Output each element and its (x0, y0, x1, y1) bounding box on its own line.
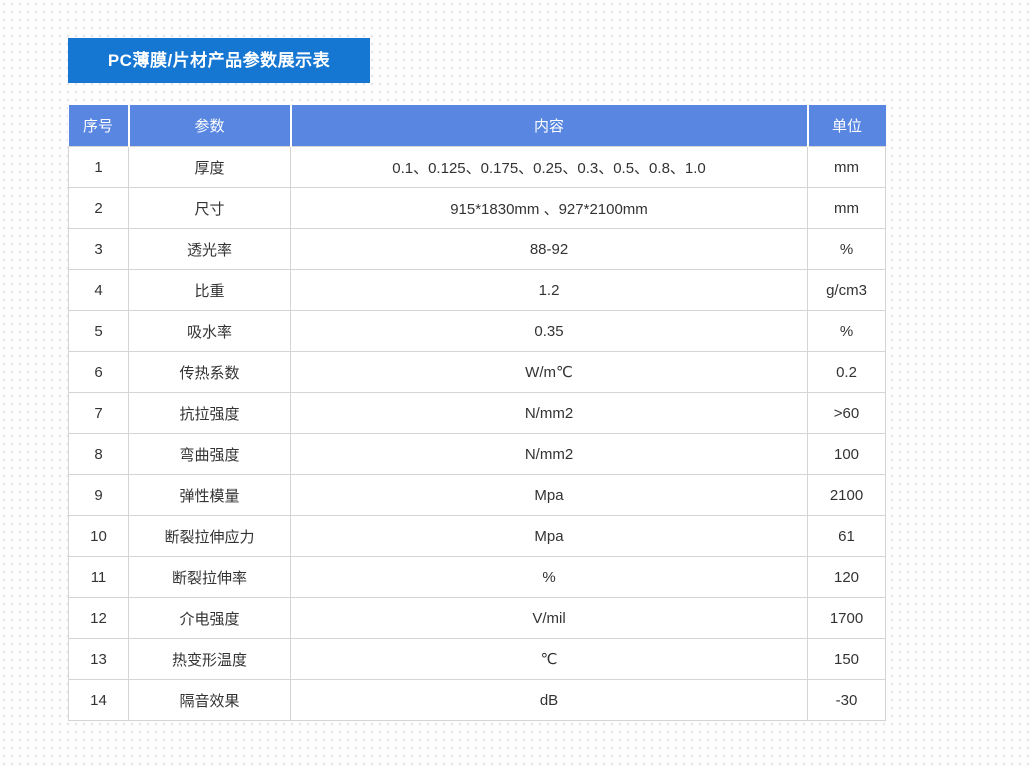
cell-parameter: 厚度 (128, 146, 291, 188)
table-row: 14 隔音效果 dB -30 (68, 679, 886, 721)
cell-unit: -30 (807, 679, 886, 721)
cell-index: 12 (68, 597, 129, 639)
cell-parameter: 弯曲强度 (128, 433, 291, 475)
cell-index: 4 (68, 269, 129, 311)
page-title: PC薄膜/片材产品参数展示表 (107, 51, 331, 70)
cell-unit: >60 (807, 392, 886, 434)
parameters-table: 序号 参数 内容 单位 1 厚度 0.1、0.125、0.175、0.25、0.3、… (68, 105, 886, 721)
table-body: 1 厚度 0.1、0.125、0.175、0.25、0.3、0.5、0.8、1.0 m… (68, 146, 886, 721)
table-row: 7 抗拉强度 N/mm2 >60 (68, 392, 886, 434)
cell-parameter: 断裂拉伸应力 (128, 515, 291, 557)
cell-content: W/m℃ (290, 351, 808, 393)
page-title-banner: PC薄膜/片材产品参数展示表 (68, 38, 370, 83)
header-row: 序号 参数 内容 单位 (68, 105, 886, 147)
cell-content: ℃ (290, 638, 808, 680)
column-header-content: 内容 (289, 105, 808, 147)
cell-content: 915*1830mm 、927*2100mm (290, 187, 808, 229)
cell-unit: 150 (807, 638, 886, 680)
cell-parameter: 抗拉强度 (128, 392, 291, 434)
table-row: 8 弯曲强度 N/mm2 100 (68, 433, 886, 475)
column-header-parameter: 参数 (127, 105, 291, 147)
table-row: 2 尺寸 915*1830mm 、927*2100mm mm (68, 187, 886, 229)
column-header-index: 序号 (68, 105, 129, 147)
cell-parameter: 吸水率 (128, 310, 291, 352)
cell-unit: 100 (807, 433, 886, 475)
table-row: 4 比重 1.2 g/cm3 (68, 269, 886, 311)
table-row: 12 介电强度 V/mil 1700 (68, 597, 886, 639)
cell-parameter: 传热系数 (128, 351, 291, 393)
table-row: 9 弹性模量 Mpa 2100 (68, 474, 886, 516)
cell-index: 1 (68, 146, 129, 188)
column-header-unit: 单位 (806, 105, 886, 147)
cell-parameter: 弹性模量 (128, 474, 291, 516)
cell-index: 13 (68, 638, 129, 680)
cell-unit: 2100 (807, 474, 886, 516)
cell-content: Mpa (290, 515, 808, 557)
cell-index: 10 (68, 515, 129, 557)
cell-unit: mm (807, 187, 886, 229)
cell-index: 5 (68, 310, 129, 352)
table-row: 10 断裂拉伸应力 Mpa 61 (68, 515, 886, 557)
cell-index: 7 (68, 392, 129, 434)
cell-unit: % (807, 310, 886, 352)
cell-parameter: 比重 (128, 269, 291, 311)
cell-parameter: 断裂拉伸率 (128, 556, 291, 598)
cell-content: 0.1、0.125、0.175、0.25、0.3、0.5、0.8、1.0 (290, 146, 808, 188)
table-row: 11 断裂拉伸率% 120 (68, 556, 886, 598)
cell-unit: mm (807, 146, 886, 188)
cell-parameter: 隔音效果 (128, 679, 291, 721)
cell-unit: g/cm3 (807, 269, 886, 311)
cell-content: 88-92 (290, 228, 808, 270)
cell-index: 6 (68, 351, 129, 393)
cell-content: % (290, 556, 808, 598)
cell-parameter: 透光率 (128, 228, 291, 270)
cell-content: 1.2 (290, 269, 808, 311)
table-row: 1 厚度 0.1、0.125、0.175、0.25、0.3、0.5、0.8、1.0 m… (68, 146, 886, 188)
cell-unit: 61 (807, 515, 886, 557)
cell-content: V/mil (290, 597, 808, 639)
cell-unit: % (807, 228, 886, 270)
cell-content: Mpa (290, 474, 808, 516)
cell-index: 9 (68, 474, 129, 516)
cell-index: 2 (68, 187, 129, 229)
table-row: 6 传热系数 W/m℃ 0.2 (68, 351, 886, 393)
cell-content: N/mm2 (290, 433, 808, 475)
cell-index: 14 (68, 679, 129, 721)
cell-index: 11 (68, 556, 129, 598)
cell-parameter: 尺寸 (128, 187, 291, 229)
cell-content: N/mm2 (290, 392, 808, 434)
cell-index: 3 (68, 228, 129, 270)
table-row: 3 透光率 88-92% (68, 228, 886, 270)
cell-parameter: 热变形温度 (128, 638, 291, 680)
cell-parameter: 介电强度 (128, 597, 291, 639)
table-header: 序号 参数 内容 单位 (68, 105, 886, 147)
cell-content: dB (290, 679, 808, 721)
table-row: 5 吸水率 0.35% (68, 310, 886, 352)
table-row: 13 热变形温度 ℃ 150 (68, 638, 886, 680)
cell-unit: 0.2 (807, 351, 886, 393)
cell-unit: 120 (807, 556, 886, 598)
cell-index: 8 (68, 433, 129, 475)
cell-content: 0.35 (290, 310, 808, 352)
cell-unit: 1700 (807, 597, 886, 639)
